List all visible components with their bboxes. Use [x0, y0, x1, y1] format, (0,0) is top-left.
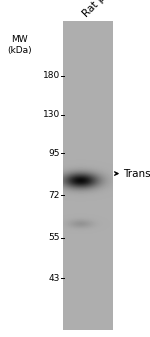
Text: MW
(kDa): MW (kDa) [7, 35, 32, 55]
Text: 72: 72 [49, 191, 60, 200]
Text: 55: 55 [48, 233, 60, 242]
Text: 43: 43 [49, 274, 60, 282]
Text: Rat plasma: Rat plasma [81, 0, 129, 19]
Text: 130: 130 [43, 110, 60, 119]
Text: Transferrin: Transferrin [123, 168, 150, 179]
Text: 180: 180 [43, 71, 60, 80]
Text: 95: 95 [48, 149, 60, 158]
